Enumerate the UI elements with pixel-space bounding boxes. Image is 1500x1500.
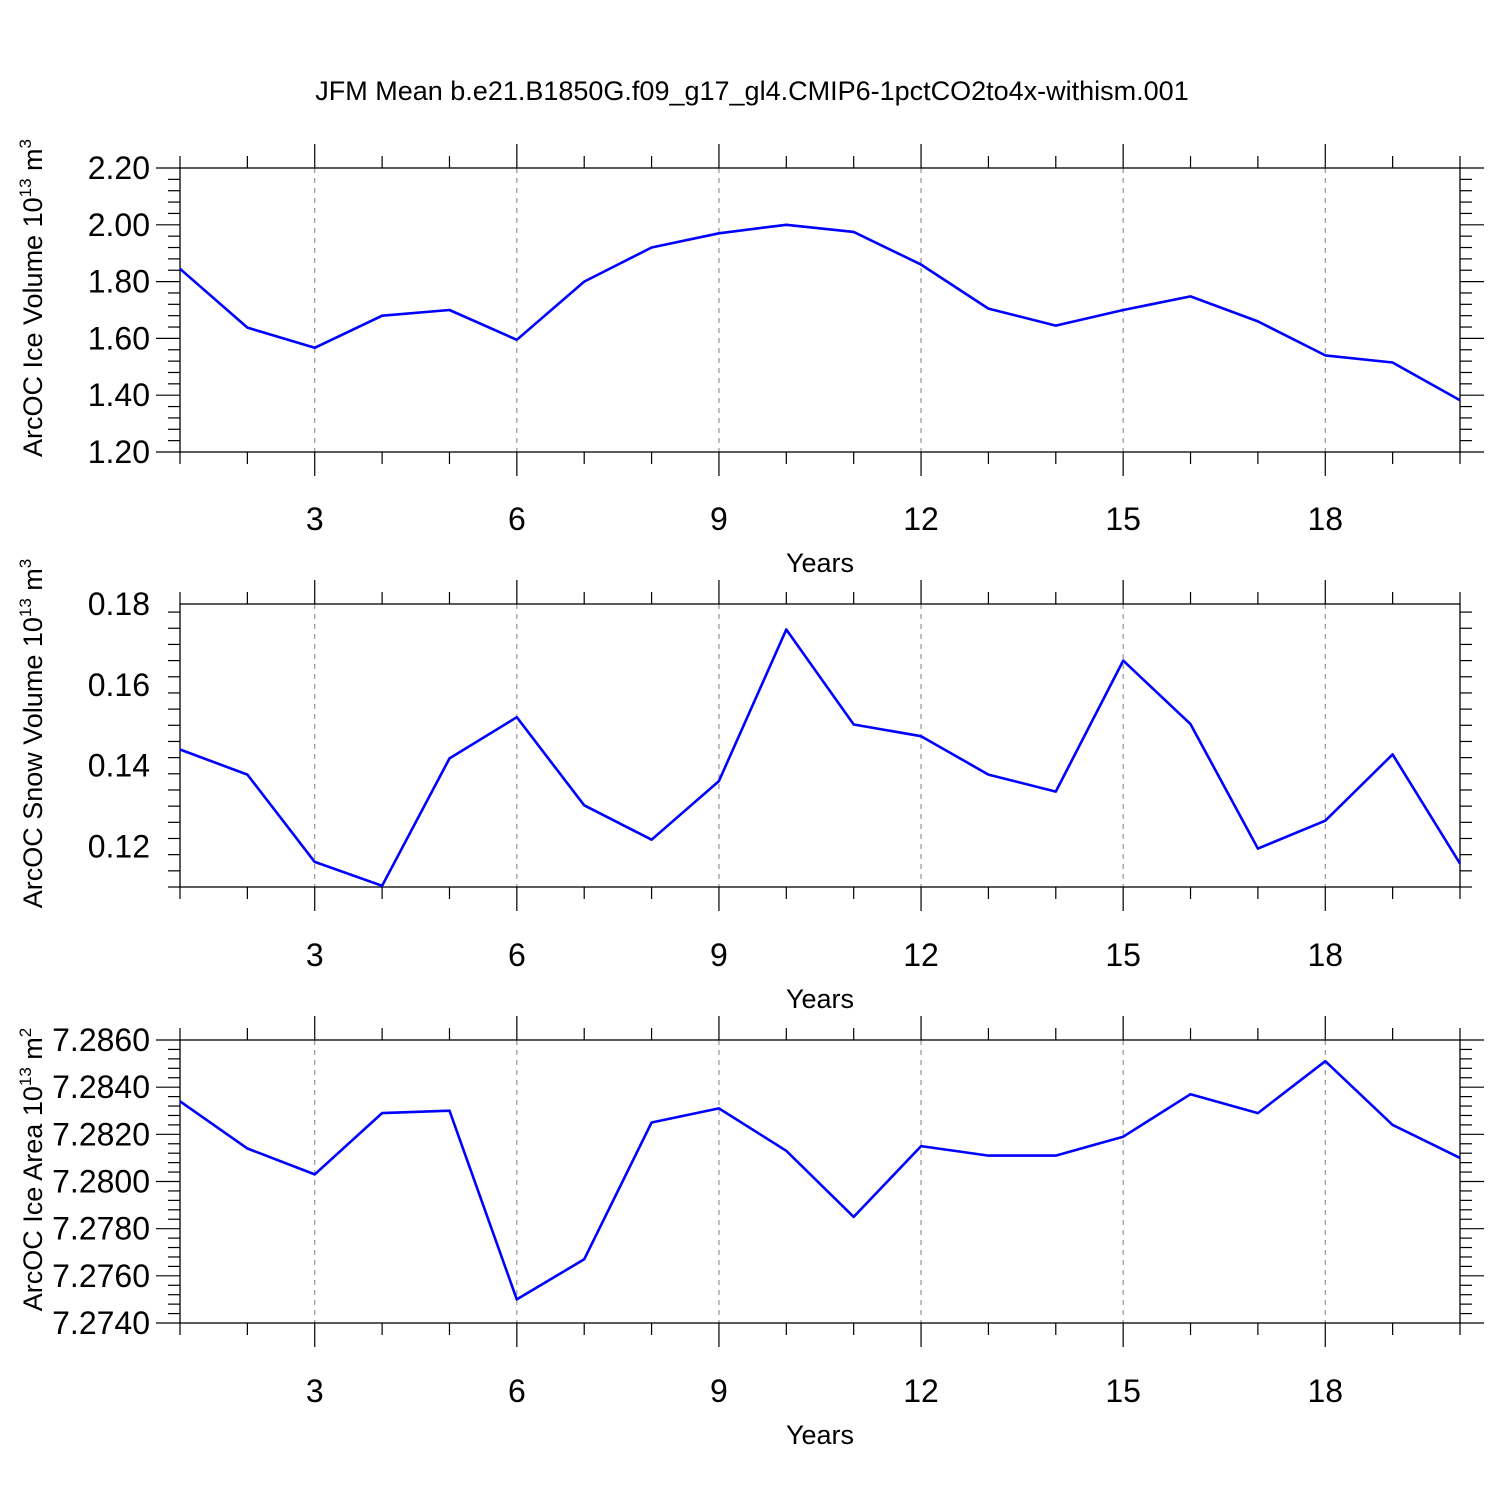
y-tick-label: 7.2800 <box>52 1164 150 1200</box>
y-tick-label: 7.2760 <box>52 1258 150 1294</box>
x-tick-label: 15 <box>1105 1373 1141 1409</box>
y-axis-title-exponent: 13 <box>16 178 35 197</box>
y-tick-label: 2.20 <box>88 150 150 186</box>
plot-frame <box>179 603 1461 888</box>
x-axis-title: Years <box>786 984 854 1014</box>
y-axis-title-exponent: 13 <box>16 1067 35 1086</box>
y-tick-label: 7.2860 <box>52 1022 150 1058</box>
y-axis-title: ArcOC Ice Area 1013 m2 <box>16 1028 48 1312</box>
y-tick-label: 0.18 <box>88 586 150 622</box>
x-tick-label: 18 <box>1307 501 1343 537</box>
x-axis-title: Years <box>786 548 854 578</box>
y-axis-title: ArcOC Snow Volume 1013 m3 <box>16 559 48 909</box>
y-tick-label: 7.2740 <box>52 1305 150 1341</box>
panel-ice-area: 3 6 9 12 15 18 7.2740 7.2760 7.2780 7.2800 7.2820 7… <box>16 1016 1484 1450</box>
series-line-ice-area <box>179 1059 1461 1301</box>
chart-title: JFM Mean b.e21.B1850G.f09_g17_gl4.CMIP6-… <box>315 76 1188 106</box>
y-tick-label: 7.2840 <box>52 1069 150 1105</box>
y-axis-title: ArcOC Ice Volume 1013 m3 <box>16 139 48 457</box>
x-tick-label: 3 <box>306 1373 324 1409</box>
plot-frame <box>179 167 1461 453</box>
x-tick-label: 18 <box>1307 1373 1343 1409</box>
x-tick-label: 18 <box>1307 937 1343 973</box>
x-tick-label: 15 <box>1105 501 1141 537</box>
y-axis-title-text: ArcOC Ice Volume 10 <box>18 197 48 457</box>
x-tick-label: 15 <box>1105 937 1141 973</box>
y-tick-label: 2.00 <box>88 207 150 243</box>
panel-ice-volume: 3 6 9 12 15 18 1.20 1.40 1.60 1.80 2.00 2.20 Years Ar… <box>16 139 1484 578</box>
x-tick-label: 9 <box>710 501 728 537</box>
x-tick-label: 6 <box>508 501 526 537</box>
x-tick-label: 12 <box>903 1373 939 1409</box>
y-axis-title-unit: m <box>18 148 48 178</box>
y-tick-label: 1.60 <box>88 320 150 356</box>
panel-snow-volume: 3 6 9 12 15 18 0.12 0.14 0.16 0.18 Years ArcOC Snow… <box>16 559 1472 1014</box>
y-axis-title-unit-exponent: 2 <box>16 1028 35 1037</box>
x-axis-title: Years <box>786 1420 854 1450</box>
y-axis-title-exponent: 13 <box>16 598 35 617</box>
x-tick-label: 3 <box>306 501 324 537</box>
y-axis-title-unit: m <box>18 568 48 598</box>
y-tick-label: 0.12 <box>88 829 150 865</box>
x-tick-label: 6 <box>508 1373 526 1409</box>
plot-frame <box>179 1039 1461 1324</box>
series-line-snow-volume <box>179 628 1462 888</box>
y-axis-title-text: ArcOC Ice Area 10 <box>18 1086 48 1311</box>
x-tick-label: 6 <box>508 937 526 973</box>
y-axis-title-text: ArcOC Snow Volume 10 <box>18 617 48 908</box>
y-tick-label: 7.2780 <box>52 1211 150 1247</box>
x-tick-label: 12 <box>903 937 939 973</box>
y-axis-title-unit-exponent: 3 <box>16 559 35 568</box>
y-axis-title-unit-exponent: 3 <box>16 139 35 148</box>
y-tick-label: 1.80 <box>88 264 150 300</box>
y-axis-title-unit: m <box>18 1037 48 1067</box>
x-tick-label: 9 <box>710 1373 728 1409</box>
series-line-ice-volume <box>179 223 1461 402</box>
y-tick-label: 0.16 <box>88 667 150 703</box>
y-tick-label: 7.2820 <box>52 1116 150 1152</box>
x-tick-label: 12 <box>903 501 939 537</box>
y-tick-label: 0.14 <box>88 748 150 784</box>
y-tick-label: 1.40 <box>88 377 150 413</box>
x-tick-label: 9 <box>710 937 728 973</box>
y-tick-label: 1.20 <box>88 434 150 470</box>
x-tick-label: 3 <box>306 937 324 973</box>
